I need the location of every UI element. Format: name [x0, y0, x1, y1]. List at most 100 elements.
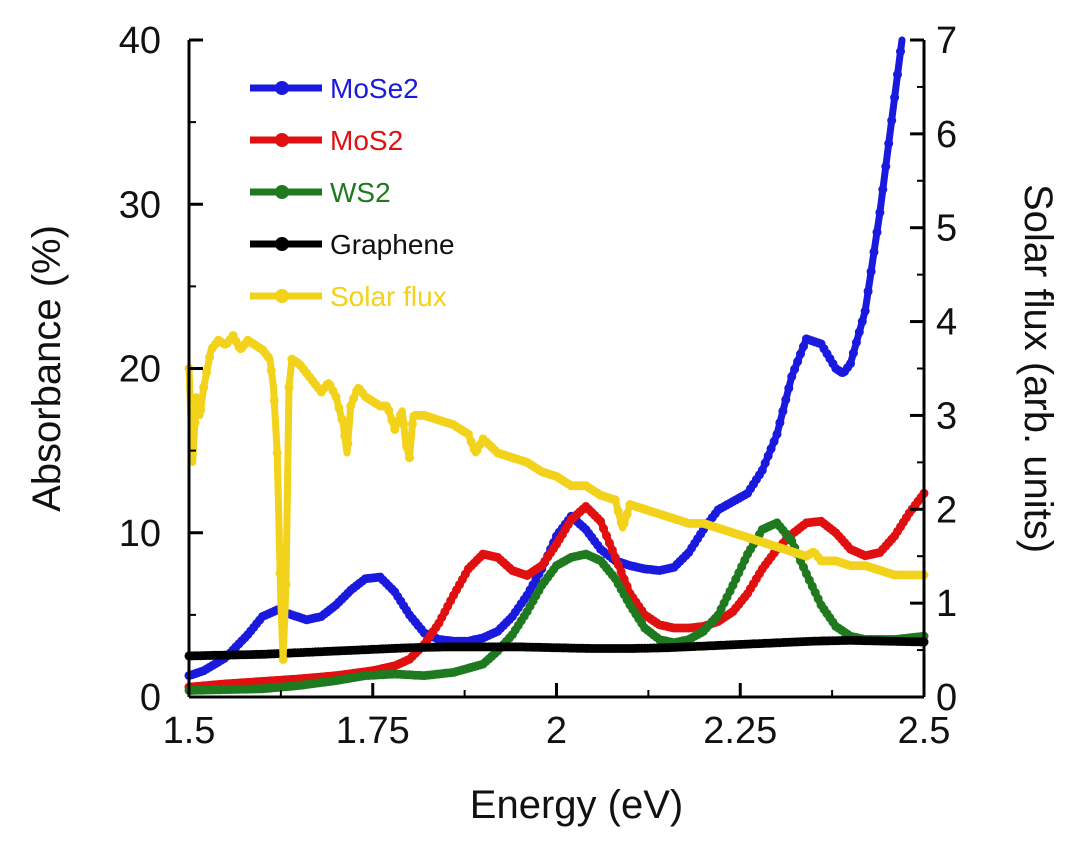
data-point-solar-flux — [613, 506, 623, 516]
data-point-mos2 — [602, 531, 611, 541]
data-point-solar-flux — [202, 367, 212, 377]
data-point-mos2 — [616, 567, 626, 577]
data-point-mose2 — [781, 395, 791, 405]
legend-marker-mose2 — [275, 81, 289, 95]
data-point-solar-flux — [334, 403, 344, 413]
y2-tick-label: 5 — [936, 208, 957, 250]
data-point-mose2 — [769, 436, 779, 446]
legend-marker-ws2 — [275, 185, 289, 199]
data-point-mos2 — [596, 516, 606, 526]
data-point-solar-flux — [349, 394, 359, 403]
data-point-mose2 — [896, 47, 905, 56]
data-point-mose2 — [893, 70, 902, 79]
data-point-solar-flux — [278, 655, 288, 664]
data-point-mose2 — [881, 162, 891, 171]
data-point-solar-flux — [610, 495, 620, 505]
legend-label-graphene: Graphene — [330, 229, 455, 260]
data-point-mos2 — [599, 524, 608, 533]
y2-tick-label: 7 — [936, 20, 957, 62]
legend-label-mose2: MoSe2 — [330, 73, 419, 104]
y-tick-label: 0 — [140, 677, 161, 719]
x-tick-label: 2 — [546, 710, 567, 752]
data-point-solar-flux — [199, 382, 209, 392]
data-point-mose2 — [890, 93, 900, 102]
data-point-mose2 — [787, 372, 797, 382]
data-point-solar-flux — [272, 448, 282, 458]
x-tick-label: 2.25 — [703, 710, 777, 752]
legend-label-mos2: MoS2 — [330, 125, 403, 156]
y2-tick-label: 0 — [936, 677, 957, 719]
data-point-mose2 — [766, 444, 776, 454]
x-tick-label: 1.75 — [336, 710, 410, 752]
series-line-solar-flux — [185, 332, 928, 663]
data-point-mos2 — [604, 538, 614, 548]
y2-axis-title: Solar flux (arb. units) — [1016, 184, 1060, 553]
y-tick-label: 40 — [119, 20, 161, 62]
legend-marker-mos2 — [275, 133, 289, 147]
data-point-solar-flux — [196, 405, 206, 415]
data-point-solar-flux — [340, 431, 350, 441]
data-point-solar-flux — [619, 518, 629, 528]
y2-tick-label: 3 — [936, 395, 957, 437]
data-point-solar-flux — [466, 437, 476, 447]
legend-label-ws2: WS2 — [330, 177, 391, 208]
data-point-mose2 — [875, 208, 885, 217]
data-point-solar-flux — [266, 365, 276, 375]
x-tick-label: 1.5 — [163, 710, 216, 752]
data-point-mose2 — [760, 458, 770, 468]
data-point-solar-flux — [337, 414, 347, 424]
data-point-solar-flux — [407, 419, 417, 429]
data-point-solar-flux — [343, 439, 353, 449]
data-point-mos2 — [613, 560, 623, 570]
data-point-solar-flux — [205, 352, 215, 362]
data-point-solar-flux — [390, 425, 400, 434]
data-point-mose2 — [857, 317, 867, 326]
x-axis-title: Energy (eV) — [470, 783, 683, 827]
data-point-solar-flux — [384, 406, 394, 416]
data-point-mose2 — [866, 267, 876, 277]
data-point-mose2 — [784, 383, 794, 393]
data-point-mose2 — [869, 247, 879, 257]
y2-tick-label: 2 — [936, 489, 957, 531]
x-tick-label: 2.5 — [898, 710, 951, 752]
data-point-mose2 — [872, 227, 882, 237]
data-point-mos2 — [610, 552, 620, 562]
data-point-mos2 — [619, 574, 629, 584]
data-point-solar-flux — [396, 410, 406, 419]
legend-marker-solar-flux — [275, 289, 289, 303]
data-point-mose2 — [887, 116, 897, 125]
data-point-solar-flux — [331, 392, 341, 402]
data-point-mose2 — [863, 286, 873, 296]
data-point-solar-flux — [402, 441, 412, 451]
data-point-mose2 — [796, 349, 805, 359]
data-point-mose2 — [854, 327, 864, 337]
legend-marker-graphene — [275, 237, 289, 251]
data-point-mose2 — [878, 185, 888, 194]
data-point-mose2 — [763, 451, 773, 461]
y-tick-label: 20 — [119, 349, 161, 391]
data-point-solar-flux — [405, 453, 414, 463]
y-axis-title: Absorbance (%) — [25, 225, 69, 512]
data-point-solar-flux — [463, 429, 473, 439]
data-point-mose2 — [860, 306, 870, 316]
y-tick-label: 30 — [119, 184, 161, 226]
data-point-solar-flux — [399, 419, 409, 429]
data-point-mose2 — [846, 359, 855, 369]
data-point-mose2 — [793, 357, 803, 367]
data-point-mose2 — [851, 338, 861, 347]
legend-label-solar-flux: Solar flux — [330, 281, 447, 312]
data-point-mose2 — [790, 364, 800, 374]
data-point-solar-flux — [263, 352, 273, 362]
data-point-mose2 — [884, 139, 894, 148]
y2-tick-label: 1 — [936, 583, 957, 625]
data-point-solar-flux — [275, 568, 285, 578]
data-point-mose2 — [775, 418, 785, 428]
data-point-mose2 — [778, 406, 788, 416]
data-point-mose2 — [799, 342, 808, 351]
data-point-mose2 — [848, 348, 858, 358]
data-point-solar-flux — [622, 509, 632, 519]
data-point-mos2 — [607, 545, 617, 555]
y2-tick-label: 4 — [936, 302, 957, 344]
